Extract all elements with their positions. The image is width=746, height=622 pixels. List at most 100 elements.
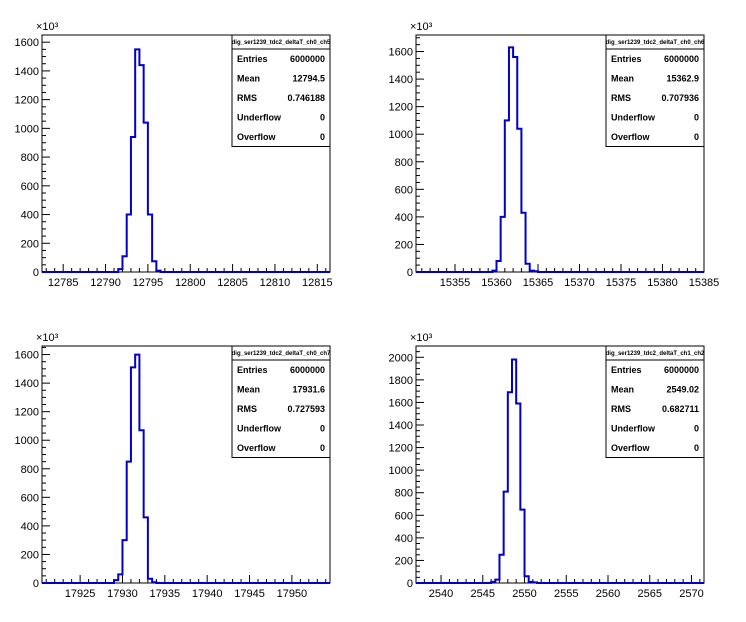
stats-value: 0.727593 (287, 404, 325, 414)
stats-label: Overflow (237, 132, 277, 142)
y-tick-label: 1000 (389, 465, 413, 477)
stats-label: Underflow (237, 113, 282, 123)
stats-value: 12794.5 (292, 74, 325, 84)
y-tick-label: 1200 (15, 95, 39, 107)
stats-label: Mean (611, 385, 634, 395)
y-tick-label: 400 (21, 521, 39, 533)
stats-value: 0 (320, 424, 325, 434)
stats-value: 0 (694, 132, 699, 142)
x-tick-label: 2555 (554, 588, 578, 600)
stats-label: RMS (611, 404, 631, 414)
stats-label: Entries (611, 365, 642, 375)
stats-label: Overflow (611, 132, 651, 142)
histogram-series (416, 46, 704, 273)
x-tick-label: 12795 (133, 277, 164, 289)
stats-label: Overflow (611, 443, 651, 453)
y-tick-label: 800 (21, 464, 39, 476)
stats-label: Overflow (237, 443, 277, 453)
stats-title: dig_ser1239_tdc2_deltaT_ch0_ch6 (606, 40, 705, 46)
y-tick-label: 1600 (15, 350, 39, 362)
histogram-panel: 0 200 400 600 800 1000 1200 1400 1600 ×10³ 17925 17… (15, 332, 332, 600)
y-tick-label: 800 (21, 152, 39, 164)
histogram-series (42, 48, 330, 273)
stats-label: Underflow (611, 113, 656, 123)
stats-value: 15362.9 (666, 74, 699, 84)
y-tick-label: 1600 (389, 47, 413, 59)
y-tick-label: 0 (33, 267, 39, 279)
x-tick-label: 15370 (564, 277, 595, 289)
y-tick-label: 600 (21, 181, 39, 193)
y-tick-label: 1000 (15, 435, 39, 447)
y-tick-label: 1400 (15, 66, 39, 78)
stats-box (605, 345, 705, 458)
stats-title: dig_ser1239_tdc2_deltaT_ch0_ch7 (232, 351, 331, 357)
y-tick-label: 800 (395, 157, 413, 169)
y-tick-label: 1200 (389, 102, 413, 114)
y-exponent-label: ×10³ (410, 332, 433, 344)
x-tick-label: 12810 (260, 277, 291, 289)
stats-title: dig_ser1239_tdc2_deltaT_ch1_ch2 (606, 351, 705, 357)
x-tick-label: 17945 (234, 588, 265, 600)
x-tick-label: 2560 (596, 588, 620, 600)
y-tick-label: 1400 (389, 74, 413, 86)
stats-label: Entries (237, 365, 268, 375)
y-exponent-label: ×10³ (36, 332, 59, 344)
x-tick-label: 12785 (48, 277, 79, 289)
x-tick-label: 17940 (192, 588, 223, 600)
stats-value: 0.707936 (661, 93, 699, 103)
stats-label: RMS (611, 93, 631, 103)
y-tick-label: 0 (407, 267, 413, 279)
x-tick-label: 2570 (679, 588, 703, 600)
stats-value: 6000000 (290, 365, 325, 375)
y-tick-label: 2000 (389, 352, 413, 364)
y-tick-label: 0 (407, 578, 413, 590)
y-tick-label: 400 (21, 210, 39, 222)
y-tick-label: 600 (395, 510, 413, 522)
y-tick-label: 1400 (15, 378, 39, 390)
y-tick-label: 400 (395, 212, 413, 224)
histogram-panel: 0 200 400 600 800 1000 1200 1400 1600 ×10³ 15355 15… (389, 21, 720, 289)
x-tick-label: 12805 (217, 277, 248, 289)
y-tick-label: 1200 (389, 443, 413, 455)
stats-box (605, 34, 705, 147)
stats-value: 0 (694, 113, 699, 123)
stats-value: 0.746188 (287, 93, 325, 103)
x-tick-label: 15355 (440, 277, 471, 289)
stats-value: 6000000 (290, 54, 325, 64)
y-tick-label: 0 (33, 578, 39, 590)
histogram-panel: 0 200 400 600 800 1000 1200 1400 1600 ×10³ 12785 12… (15, 21, 333, 289)
stats-label: RMS (237, 93, 257, 103)
stats-title: dig_ser1239_tdc2_deltaT_ch0_ch5 (232, 40, 331, 46)
stats-box (231, 34, 331, 147)
stats-value: 0.682711 (662, 404, 699, 414)
x-tick-label: 15385 (689, 277, 720, 289)
x-tick-label: 12815 (302, 277, 333, 289)
stats-value: 6000000 (664, 365, 699, 375)
stats-label: Entries (237, 54, 268, 64)
y-tick-label: 200 (21, 238, 39, 250)
stats-label: Entries (611, 54, 642, 64)
stats-value: 0 (320, 113, 325, 123)
histogram-panel: 0 200 400 600 800 1000 1200 1400 1600 1800 2000 ×10… (389, 332, 706, 600)
stats-label: Underflow (237, 424, 282, 434)
y-tick-label: 600 (21, 492, 39, 504)
x-tick-label: 15365 (523, 277, 554, 289)
y-exponent-label: ×10³ (410, 21, 433, 33)
y-tick-label: 1200 (15, 407, 39, 419)
x-tick-label: 12790 (90, 277, 121, 289)
y-tick-label: 1800 (389, 375, 413, 387)
histogram-series (416, 358, 704, 584)
histogram-series (42, 353, 330, 584)
stats-value: 0 (320, 132, 325, 142)
y-tick-label: 200 (395, 555, 413, 567)
x-tick-label: 12800 (175, 277, 206, 289)
stats-value: 17931.6 (292, 385, 325, 395)
stats-label: Underflow (611, 424, 656, 434)
y-tick-label: 1600 (389, 397, 413, 409)
stats-label: Mean (237, 385, 260, 395)
x-tick-label: 17935 (150, 588, 181, 600)
x-tick-label: 15380 (647, 277, 678, 289)
stats-value: 0 (320, 443, 325, 453)
y-tick-label: 1000 (15, 123, 39, 135)
